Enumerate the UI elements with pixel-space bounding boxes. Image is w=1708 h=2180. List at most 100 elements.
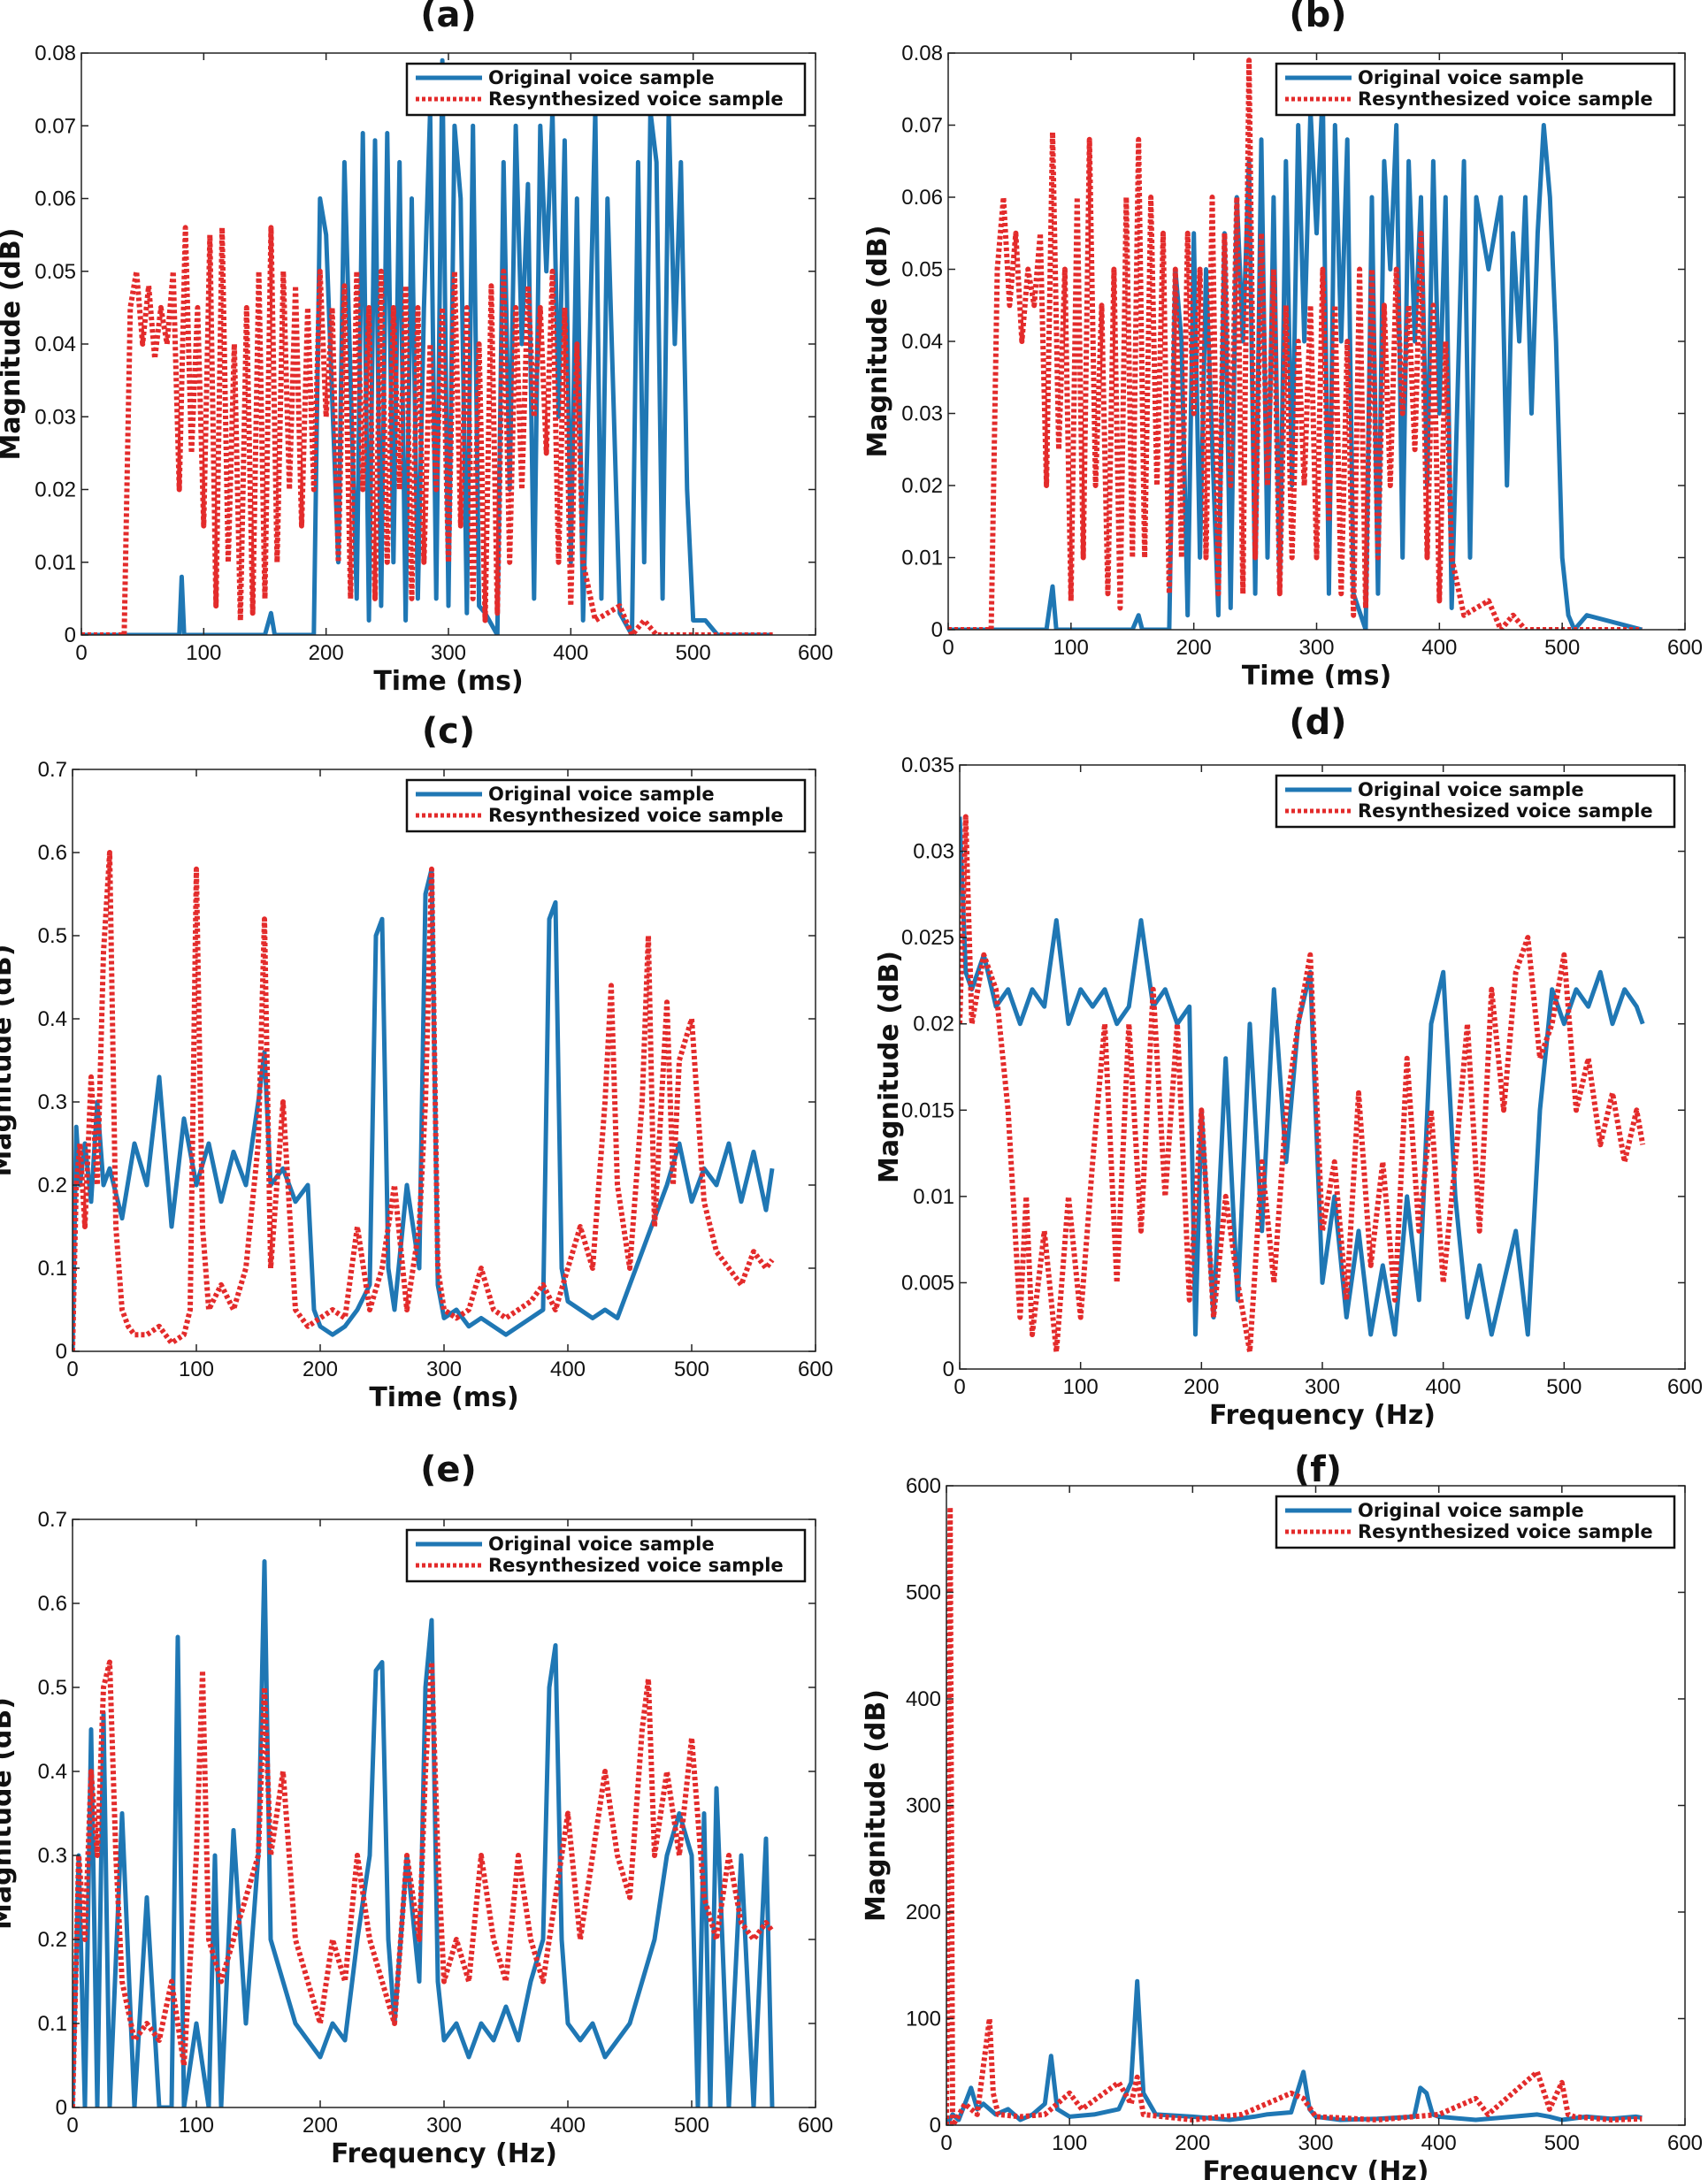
x-axis-label: Time (ms) (373, 666, 523, 697)
y-tick-label: 200 (906, 1901, 941, 1924)
legend-box (1275, 62, 1676, 117)
series-line-original (81, 57, 773, 635)
y-tick-label: 0.1 (38, 2012, 67, 2036)
legend-box (405, 778, 807, 833)
x-tick-label: 600 (798, 641, 833, 665)
legend-box (1275, 1495, 1676, 1549)
legend-label: Resynthesized voice sample (1358, 800, 1653, 822)
series-line-original (960, 816, 1645, 1337)
y-tick-label: 0.04 (901, 330, 943, 354)
x-tick-label: 600 (1667, 636, 1703, 660)
legend-label: Resynthesized voice sample (488, 805, 784, 826)
legend-box (1275, 774, 1676, 829)
y-tick-label: 0.01 (913, 1185, 954, 1209)
series-line-resynthesized (946, 1504, 1643, 2125)
y-tick-label: 0.7 (38, 1508, 67, 1532)
y-tick-label: 0.7 (38, 758, 67, 782)
x-tick-label: 0 (75, 641, 87, 665)
y-axis-label: Magnitude (dB) (874, 951, 905, 1183)
y-tick-label: 0.02 (34, 478, 76, 502)
panel-title: (f) (1294, 1450, 1342, 1490)
legend-box (405, 1528, 807, 1583)
x-tick-label: 500 (1544, 636, 1580, 660)
y-tick-label: 0 (65, 623, 76, 647)
y-tick-label: 0.005 (901, 1271, 954, 1295)
chart-panel-f: (f) 0 100 200 300 400 500 600 0 100 200 300 400 500 60… (861, 1450, 1703, 2180)
legend-label: Original voice sample (488, 67, 715, 88)
x-tick-label: 0 (942, 636, 954, 660)
y-tick-label: 0.06 (34, 187, 76, 211)
x-tick-label: 100 (1052, 2131, 1087, 2155)
chart-panel-a: (a) 0 100 200 300 400 500 600 0 0.01 0.02 0.03 0.04 0… (0, 0, 833, 697)
legend-box (405, 62, 807, 117)
y-tick-label: 0.01 (34, 551, 76, 575)
y-tick-label: 300 (906, 1794, 941, 1818)
panel-title: (c) (422, 711, 475, 752)
y-tick-label: 0 (931, 618, 943, 642)
x-tick-label: 200 (1183, 1375, 1219, 1399)
series-line-original (73, 867, 775, 1351)
y-axis-label: Magnitude (dB) (0, 945, 18, 1177)
y-tick-label: 0 (56, 1340, 67, 1364)
panel-title: (b) (1289, 0, 1346, 35)
y-tick-label: 0.04 (34, 333, 76, 356)
legend-label: Resynthesized voice sample (1358, 1521, 1653, 1542)
x-tick-label: 500 (674, 1358, 709, 1381)
y-tick-label: 0 (930, 2114, 941, 2138)
legend-label: Original voice sample (488, 1534, 715, 1555)
x-tick-label: 100 (179, 2114, 214, 2138)
x-axis-label: Time (ms) (1242, 661, 1391, 692)
y-tick-label: 0.5 (38, 924, 67, 948)
y-axis-label: Magnitude (dB) (0, 228, 27, 461)
x-tick-label: 300 (1298, 636, 1334, 660)
chart-panel-b: (b) 0 100 200 300 400 500 600 0 0.01 0.02 0.03 0.04 0… (862, 0, 1703, 692)
legend-label: Resynthesized voice sample (488, 1555, 784, 1576)
x-tick-label: 0 (66, 2114, 78, 2138)
x-tick-label: 100 (186, 641, 221, 665)
legend-label: Original voice sample (1358, 1500, 1584, 1521)
series-line-resynthesized (948, 57, 1643, 630)
series-line-original (73, 1559, 775, 2107)
x-tick-label: 400 (1426, 1375, 1461, 1399)
x-tick-label: 300 (426, 1358, 462, 1381)
y-axis-label: Magnitude (dB) (0, 1697, 18, 1930)
x-tick-label: 400 (553, 641, 588, 665)
plot-frame (72, 769, 816, 1352)
y-axis-label: Magnitude (dB) (862, 226, 893, 458)
y-tick-label: 0.07 (34, 114, 76, 138)
y-tick-label: 100 (906, 2008, 941, 2031)
x-tick-label: 200 (303, 1358, 338, 1381)
x-tick-label: 0 (940, 2131, 952, 2155)
x-tick-label: 300 (1305, 1375, 1340, 1399)
y-tick-label: 0 (56, 2096, 67, 2120)
y-tick-label: 0.02 (913, 1013, 954, 1036)
y-tick-label: 0.015 (901, 1098, 954, 1122)
x-tick-label: 200 (309, 641, 344, 665)
series-line-original (946, 1978, 1643, 2125)
x-tick-label: 600 (798, 2114, 833, 2138)
x-tick-label: 0 (954, 1375, 965, 1399)
y-tick-label: 0.05 (34, 260, 76, 284)
x-tick-label: 200 (1176, 636, 1212, 660)
x-tick-label: 400 (1421, 636, 1457, 660)
y-tick-label: 0.08 (34, 42, 76, 65)
y-tick-label: 0.4 (38, 1007, 67, 1031)
panel-title: (e) (420, 1450, 477, 1490)
chart-panel-d: (d) 0 100 200 300 400 500 600 0 0.005 0.01 0.015 0.0… (874, 702, 1703, 1431)
plot-frame (946, 1485, 1686, 2126)
x-tick-label: 300 (426, 2114, 462, 2138)
series-line-resynthesized (73, 1659, 775, 2107)
x-tick-label: 0 (66, 1358, 78, 1381)
x-tick-label: 500 (1544, 2131, 1580, 2155)
x-tick-label: 600 (798, 1358, 833, 1381)
x-tick-label: 400 (550, 1358, 586, 1381)
y-tick-label: 0.06 (901, 186, 943, 210)
x-tick-label: 500 (676, 641, 711, 665)
y-tick-label: 0.03 (34, 405, 76, 429)
